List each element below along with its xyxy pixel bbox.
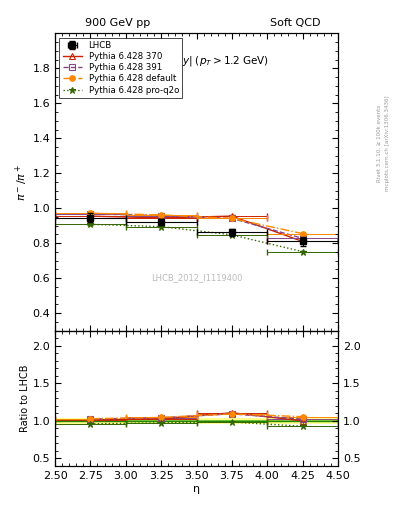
- Bar: [55, 419, 126, 423]
- Bar: [126, 420, 196, 421]
- Pythia 6.428 391: [230, 216, 234, 222]
- Bar: [196, 419, 267, 422]
- Line: Pythia 6.428 default: Pythia 6.428 default: [88, 210, 305, 237]
- Bar: [267, 418, 338, 423]
- Pythia 6.428 pro-q2o: [230, 232, 234, 238]
- Text: 900 GeV pp: 900 GeV pp: [85, 18, 151, 28]
- Line: Pythia 6.428 pro-q2o: Pythia 6.428 pro-q2o: [87, 221, 306, 255]
- Text: LHCB_2012_I1119400: LHCB_2012_I1119400: [151, 273, 242, 282]
- Pythia 6.428 370: [230, 213, 234, 219]
- Bar: [55, 418, 338, 423]
- X-axis label: η: η: [193, 483, 200, 494]
- Pythia 6.428 370: [88, 213, 93, 219]
- Line: Pythia 6.428 370: Pythia 6.428 370: [88, 214, 305, 244]
- Bar: [126, 419, 196, 422]
- Pythia 6.428 default: [88, 210, 93, 216]
- Bar: [55, 419, 338, 422]
- Pythia 6.428 391: [159, 212, 163, 219]
- Bar: [55, 420, 126, 422]
- Pythia 6.428 391: [88, 211, 93, 217]
- Y-axis label: Ratio to LHCB: Ratio to LHCB: [20, 365, 29, 432]
- Legend: LHCB, Pythia 6.428 370, Pythia 6.428 391, Pythia 6.428 default, Pythia 6.428 pro: LHCB, Pythia 6.428 370, Pythia 6.428 391…: [59, 37, 182, 98]
- Pythia 6.428 391: [300, 236, 305, 242]
- Text: mcplots.cern.ch [arXiv:1306.3436]: mcplots.cern.ch [arXiv:1306.3436]: [385, 96, 389, 191]
- Bar: [267, 420, 338, 422]
- Pythia 6.428 default: [300, 230, 305, 237]
- Line: Pythia 6.428 391: Pythia 6.428 391: [88, 211, 305, 241]
- Pythia 6.428 370: [300, 239, 305, 245]
- Y-axis label: $\pi^-/\pi^+$: $\pi^-/\pi^+$: [13, 163, 29, 201]
- Text: $\pi^-/\pi^+$ vs $|y|$ ($p_T > 1.2$ GeV): $\pi^-/\pi^+$ vs $|y|$ ($p_T > 1.2$ GeV): [125, 54, 268, 69]
- Pythia 6.428 pro-q2o: [159, 224, 163, 230]
- Pythia 6.428 default: [159, 212, 163, 218]
- Bar: [196, 420, 267, 422]
- Pythia 6.428 370: [159, 215, 163, 221]
- Text: Soft QCD: Soft QCD: [270, 18, 320, 28]
- Pythia 6.428 pro-q2o: [300, 248, 305, 254]
- Pythia 6.428 pro-q2o: [88, 221, 93, 227]
- Pythia 6.428 default: [230, 216, 234, 222]
- Text: Rivet 3.1.10, ≥ 100k events: Rivet 3.1.10, ≥ 100k events: [377, 105, 382, 182]
